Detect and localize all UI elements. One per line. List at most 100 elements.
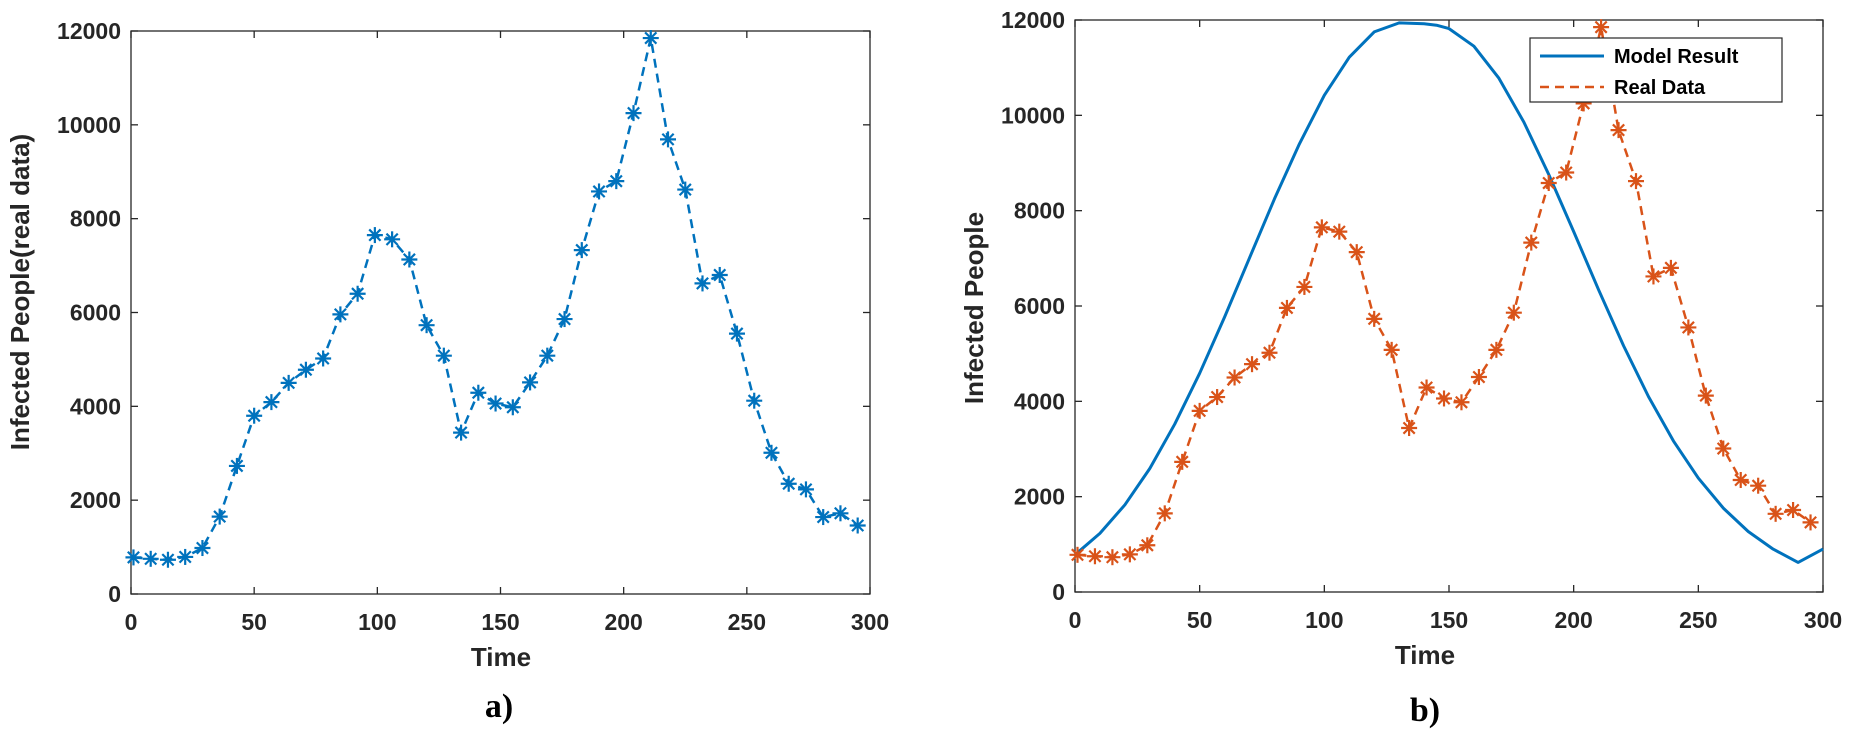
panel-b-series-1-point [1156,505,1173,522]
panel-b-series-1-point [1226,369,1243,386]
panel-a-series-0-point [159,551,176,568]
panel-a-x-tick-label: 50 [241,609,267,635]
panel-a-series-0-point [487,395,504,412]
panel-b-series-1-line [1077,25,1812,559]
panel-a-series-0-point [625,105,642,122]
panel-a-series-0-point [315,350,332,367]
panel-b-series-1-point [1261,344,1278,361]
panel-a-series-0-point [470,384,487,401]
panel-a-y-tick-label: 12000 [57,18,121,44]
panel-b-series-1-point [1121,546,1138,563]
panel-b-y-tick-label: 6000 [1014,293,1065,319]
panel-b-series-1-point [1680,319,1697,336]
panel-b-series-1-point [1662,259,1679,276]
panel-b-x-tick-label: 300 [1804,607,1842,633]
panel-b-y-axis-label: Infected People [959,212,989,404]
panel-a-series-0-point [677,181,694,198]
panel-b-series-1-point [1418,379,1435,396]
legend-model-label: Model Result [1614,46,1739,68]
panel-b-series-1-point [1785,502,1802,519]
panel-b-series-1-point [1278,299,1295,316]
panel-a-series-0-point [349,285,366,302]
panel-b-series-1-point [1191,402,1208,419]
panel-b-series-1-point [1715,440,1732,457]
panel-a-series-0-point [332,306,349,323]
panel-a-series-0-point [608,173,625,190]
panel-b-chart: 0 50 100 150 200 250 300 0 2000 4000 6000 8000 10000… [959,7,1842,729]
panel-a-x-tick-label: 200 [604,609,642,635]
panel-b-series-1-point [1453,394,1470,411]
panel-a-series-0-point [453,424,470,441]
panel-a-series-0-point [797,481,814,498]
panel-a-series-0-point [556,311,573,328]
panel-a-series-0-point [539,347,556,364]
panel-b-x-tick-label: 200 [1554,607,1592,633]
panel-a-series-0-line [133,36,859,562]
panel-b-series-1-point [1383,341,1400,358]
panel-a-series-0-point [694,275,711,292]
panel-b-series-1-point [1523,234,1540,251]
panel-a-y-axis-label: Infected People(real data) [5,134,35,450]
panel-b-series-1-point [1645,268,1662,285]
panel-a-x-tick-label: 100 [358,609,396,635]
panel-b-series-1-point [1767,505,1784,522]
panel-b-series-1-point [1331,223,1348,240]
panel-a-series [125,30,866,568]
panel-b-y-tick-label: 8000 [1014,198,1065,224]
panel-a-y-tick-label: 4000 [70,393,121,419]
panel-b-series-1-point [1436,390,1453,407]
panel-b-series-1-point [1069,546,1086,563]
panel-a-series-0-point [711,266,728,283]
panel-a-series-0-point [246,407,263,424]
panel-b-series-1-point [1401,420,1418,437]
panel-a-series-0-point [746,392,763,409]
panel-a-series-0-point [211,508,228,525]
panel-a-series-0-point [591,183,608,200]
panel-b-y-tick-label: 12000 [1001,7,1065,33]
panel-b-series-1-point [1209,389,1226,406]
panel-b-series-1-point [1593,19,1610,36]
panel-b-series-1-point [1348,244,1365,261]
panel-b-series-1-point [1697,387,1714,404]
panel-b-series-1-point [1732,471,1749,488]
panel-b-series-1-point [1139,537,1156,554]
legend-real-label: Real Data [1614,77,1706,99]
panel-a-series-0-point [177,548,194,565]
panel-a-y-tick-label: 0 [108,581,121,607]
panel-a-series-0-point [125,549,142,566]
panel-a-series-0-point [142,550,159,567]
panel-b-series-1-point [1366,310,1383,327]
panel-a-series-0-point [660,131,677,148]
panel-a-series-0-point [832,505,849,522]
panel-a-x-axis-label: Time [471,642,531,672]
panel-a-series-0-point [763,444,780,461]
panel-b-x-tick-label: 100 [1305,607,1343,633]
panel-a-chart: 0 50 100 150 200 250 300 0 2000 4000 6000 8000 10000… [5,18,889,725]
panel-b-x-tick-label: 250 [1679,607,1717,633]
panel-a-series-0-point [194,540,211,557]
panel-b-plot-box [1074,19,1824,593]
panel-b-y-tick-label: 2000 [1014,484,1065,510]
panel-b-series-1-point [1104,549,1121,566]
panel-b-x-axis-label: Time [1395,640,1455,670]
panel-b-series-1-point [1313,219,1330,236]
panel-a-x-tick-label: 0 [125,609,138,635]
panel-b-series-1-point [1802,514,1819,531]
panel-b-series-0-line [1074,21,1824,564]
panel-a-y-tick-label: 2000 [70,487,121,513]
panel-b-y-tick-label: 10000 [1001,102,1065,128]
panel-a-plot-box [130,30,871,595]
panel-a-series-0-point [401,251,418,268]
panel-a-series-0-point [642,30,659,47]
panel-b-series-1-point [1558,164,1575,181]
panel-a-x-tick-label: 150 [481,609,519,635]
panel-a-series-0-point [297,361,314,378]
panel-b-x-tick-label: 0 [1069,607,1082,633]
panel-b-series-1-point [1628,173,1644,190]
panel-b-series-1-point [1540,175,1557,192]
panel-b-series-1-point [1174,453,1191,470]
panel-a-y-tick-label: 6000 [70,300,121,326]
panel-a-series-0-point [263,394,280,411]
